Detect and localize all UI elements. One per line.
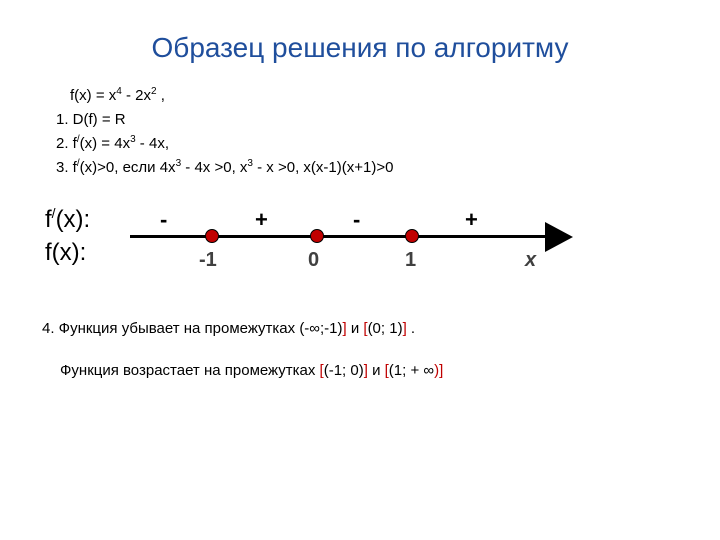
step-derivative: 2. f/(x) = 4x3 - 4x, [50,132,670,156]
conclusion-increasing: Функция возрастает на промежутках [(-1; … [42,359,670,383]
step-inequality: 3. f/(x)>0, если 4x3 - 4x >0, x3 - x >0,… [50,156,670,180]
page-title: Образец решения по алгоритму [0,0,720,64]
fprime-label: f/(x): [45,205,90,234]
sign-0: - [160,207,167,233]
tick-label-0: -1 [199,249,217,272]
number-line-axis [130,235,550,238]
arrow-head-icon [545,222,573,252]
problem-steps: f(x) = x4 - 2x2 , 1. D(f) = R 2. f/(x) =… [0,64,720,180]
fx-label: f(x): [45,239,86,267]
tick-label-2: 1 [405,249,416,272]
tick-label-1: 0 [308,249,319,272]
step-domain: 1. D(f) = R [50,108,670,132]
number-line-diagram: f/(x): f(x): - + - + -1 0 1 x [45,205,605,295]
step-function: f(x) = x4 - 2x2 , [50,84,670,108]
critical-point-dot [405,229,419,243]
sign-3: + [465,207,478,233]
conclusion-block: 4. Функция убывает на промежутках (-∞;-1… [0,305,720,383]
sign-2: - [353,207,360,233]
critical-point-dot [310,229,324,243]
critical-point-dot [205,229,219,243]
conclusion-decreasing: 4. Функция убывает на промежутках (-∞;-1… [42,317,670,341]
sign-1: + [255,207,268,233]
x-axis-label: x [525,249,536,272]
